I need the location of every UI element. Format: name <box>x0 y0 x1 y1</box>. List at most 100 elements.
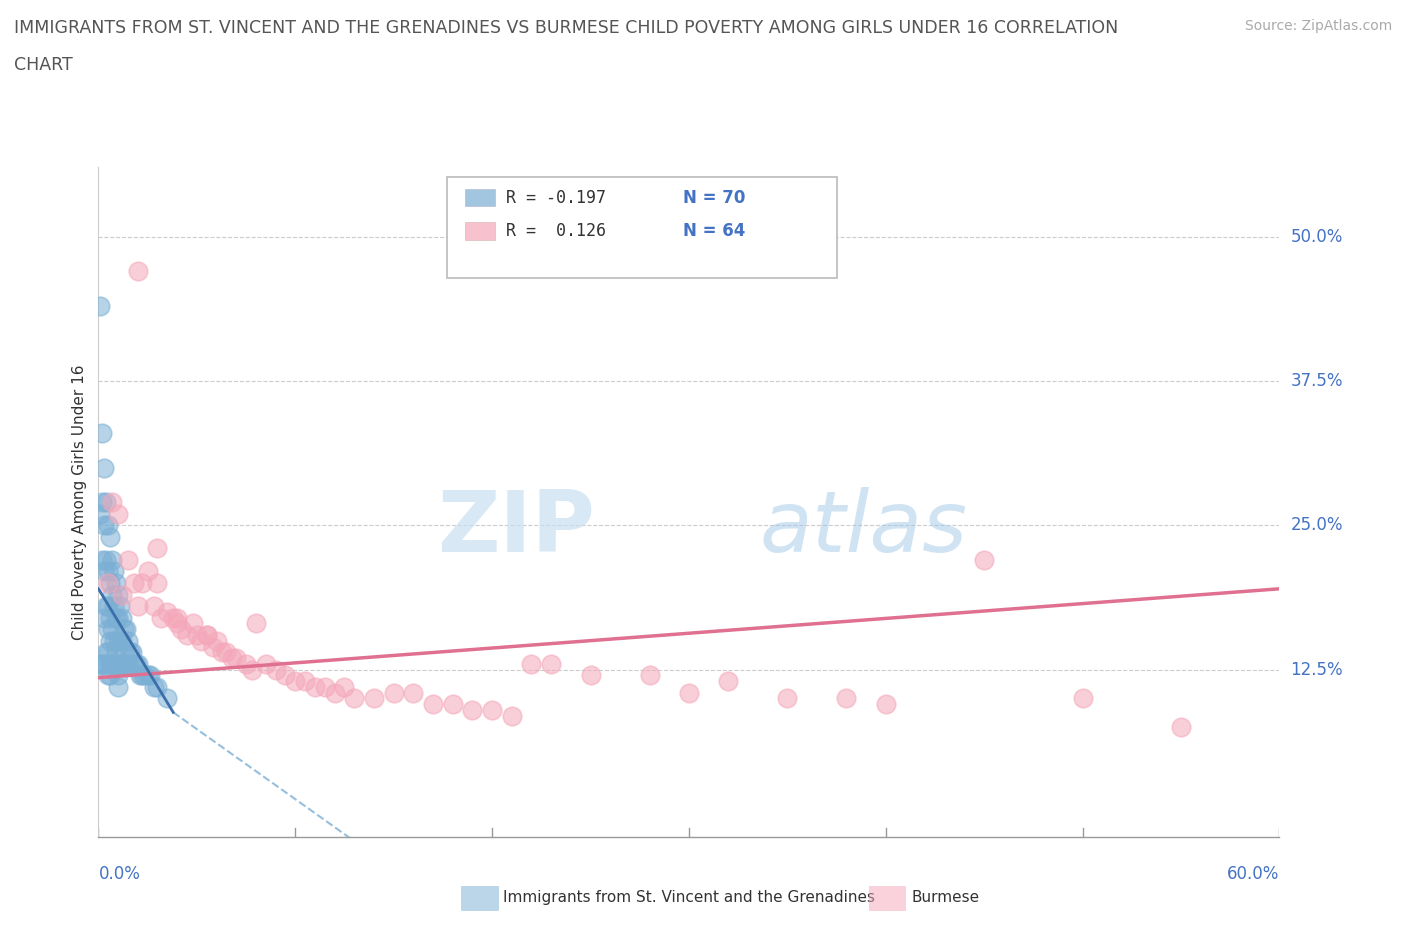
Point <box>343 691 366 706</box>
Point <box>461 702 484 717</box>
Point <box>333 680 356 695</box>
Point <box>117 552 139 567</box>
Point <box>103 564 125 578</box>
Point <box>111 587 134 602</box>
Point <box>128 668 150 683</box>
Point <box>190 633 212 648</box>
Point <box>101 587 124 602</box>
Point <box>108 633 131 648</box>
Point <box>98 529 121 544</box>
Point <box>146 680 169 695</box>
Point <box>115 622 138 637</box>
Point <box>156 691 179 706</box>
Point <box>142 599 165 614</box>
Point <box>215 644 238 659</box>
Point <box>382 685 405 700</box>
Point <box>93 518 115 533</box>
Text: 25.0%: 25.0% <box>1291 516 1343 535</box>
Point <box>205 633 228 648</box>
Point <box>127 264 149 279</box>
Point <box>274 668 297 683</box>
Point <box>96 552 118 567</box>
Point <box>101 657 124 671</box>
Point <box>146 541 169 556</box>
Point <box>195 628 218 643</box>
Text: 50.0%: 50.0% <box>1291 228 1343 246</box>
Point <box>107 610 129 625</box>
Point <box>112 644 135 659</box>
Point <box>107 506 129 521</box>
Point <box>776 691 799 706</box>
Text: Immigrants from St. Vincent and the Grenadines: Immigrants from St. Vincent and the Gren… <box>503 890 876 905</box>
Point <box>107 633 129 648</box>
Point <box>176 628 198 643</box>
Point <box>101 495 124 510</box>
Text: atlas: atlas <box>759 487 967 570</box>
Point <box>678 685 700 700</box>
Text: 12.5%: 12.5% <box>1291 660 1343 679</box>
Point <box>91 495 114 510</box>
Text: N = 70: N = 70 <box>683 189 745 206</box>
Point <box>294 673 316 688</box>
Point <box>170 622 193 637</box>
Point <box>181 616 204 631</box>
Point <box>98 633 121 648</box>
Point <box>201 639 224 654</box>
Point <box>103 599 125 614</box>
Point <box>131 576 153 591</box>
Point <box>107 587 129 602</box>
Point <box>304 680 326 695</box>
Point <box>89 299 111 313</box>
Point <box>235 657 257 671</box>
Point <box>1170 720 1192 735</box>
Point <box>579 668 602 683</box>
Point <box>240 662 263 677</box>
Point <box>254 657 277 671</box>
Point <box>93 657 115 671</box>
Point <box>103 657 125 671</box>
Text: R =  0.126: R = 0.126 <box>506 222 606 240</box>
Point <box>111 633 134 648</box>
Point <box>520 657 543 671</box>
Point <box>875 697 897 711</box>
Point <box>127 599 149 614</box>
Point <box>107 657 129 671</box>
Point <box>98 610 121 625</box>
Point <box>101 622 124 637</box>
Point <box>481 702 503 717</box>
Point <box>225 651 247 666</box>
Text: N = 64: N = 64 <box>683 222 745 240</box>
Point <box>402 685 425 700</box>
Point <box>211 644 233 659</box>
Point <box>93 610 115 625</box>
Point <box>89 657 111 671</box>
Text: R = -0.197: R = -0.197 <box>506 189 606 206</box>
Point <box>142 680 165 695</box>
Point <box>97 564 120 578</box>
Point <box>166 610 188 625</box>
Point <box>108 599 131 614</box>
Point <box>105 576 128 591</box>
Point <box>101 552 124 567</box>
Point <box>156 604 179 619</box>
Point <box>150 610 173 625</box>
Point <box>717 673 740 688</box>
Point <box>314 680 336 695</box>
Point <box>121 644 143 659</box>
Point <box>162 610 184 625</box>
Point <box>112 622 135 637</box>
Point <box>136 564 159 578</box>
FancyBboxPatch shape <box>464 189 495 206</box>
Point <box>117 633 139 648</box>
Text: ZIP: ZIP <box>437 487 595 570</box>
Point <box>221 651 243 666</box>
Point <box>93 460 115 475</box>
Point <box>105 644 128 659</box>
Point <box>122 657 145 671</box>
Point <box>117 657 139 671</box>
Text: Burmese: Burmese <box>911 890 979 905</box>
Point <box>98 657 121 671</box>
Point <box>973 552 995 567</box>
Point <box>441 697 464 711</box>
Point <box>264 662 287 677</box>
